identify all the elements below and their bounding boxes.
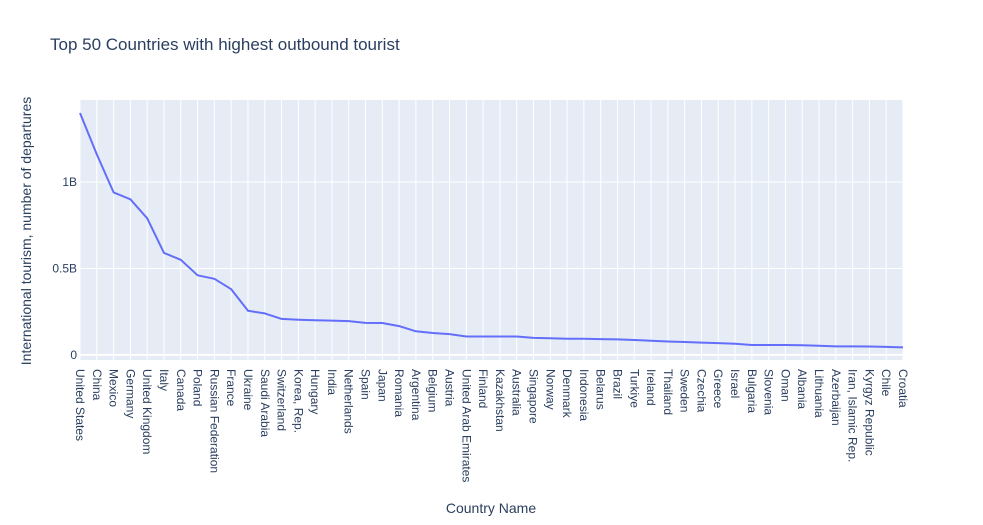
- x-tick-label: Oman: [778, 369, 792, 402]
- x-tick-label: Turkiye: [627, 369, 641, 408]
- x-tick-label: Slovenia: [762, 369, 776, 415]
- y-axis: 0 0.5B 1B: [52, 175, 77, 362]
- x-tick-label: Russian Federation: [207, 369, 221, 473]
- y-tick-label: 0: [70, 348, 77, 362]
- x-tick-label: Azerbaijan: [829, 369, 843, 426]
- x-tick-label: India: [325, 369, 339, 395]
- plot-area: [80, 100, 903, 360]
- chart-title: Top 50 Countries with highest outbound t…: [50, 35, 400, 54]
- x-tick-label: Australia: [510, 369, 524, 416]
- x-tick-label: Italy: [157, 369, 171, 391]
- x-tick-label: Sweden: [678, 369, 692, 412]
- x-tick-label: Bulgaria: [745, 369, 759, 413]
- x-tick-label: Indonesia: [577, 369, 591, 421]
- x-tick-label: Chile: [879, 369, 893, 397]
- x-tick-label: Israel: [728, 369, 742, 398]
- x-tick-label: Canada: [174, 369, 188, 411]
- series: [79, 112, 904, 349]
- y-tick-label: 0.5B: [52, 261, 77, 275]
- x-tick-label: Belgium: [426, 369, 440, 412]
- x-tick-label: Argentina: [409, 369, 423, 421]
- x-tick-label: Saudi Arabia: [258, 369, 272, 437]
- x-tick-label: Netherlands: [342, 369, 356, 434]
- x-tick-label: Germany: [123, 369, 137, 418]
- x-tick-label: Denmark: [560, 369, 574, 419]
- x-tick-label: Thailand: [661, 369, 675, 415]
- x-tick-label: Iran, Islamic Rep.: [846, 369, 860, 462]
- x-tick-label: Singapore: [526, 369, 540, 424]
- x-tick-label: Hungary: [308, 369, 322, 414]
- x-tick-label: France: [224, 369, 238, 407]
- x-tick-label: Croatia: [896, 369, 910, 408]
- x-tick-label: Japan: [375, 369, 389, 402]
- x-tick-label: Kazakhstan: [493, 369, 507, 432]
- x-tick-label: Belarus: [594, 369, 608, 410]
- x-tick-label: Albania: [795, 369, 809, 409]
- x-tick-label: Ukraine: [241, 369, 255, 411]
- x-tick-label: Spain: [359, 369, 373, 400]
- x-tick-label: Norway: [543, 369, 557, 410]
- grid: [79, 100, 904, 360]
- x-tick-label: Romania: [392, 369, 406, 417]
- x-tick-label: Greece: [711, 369, 725, 409]
- x-tick-label: United Kingdom: [140, 369, 154, 454]
- x-tick-label: Poland: [191, 369, 205, 406]
- series-line: [79, 112, 904, 349]
- x-tick-label: Czechia: [694, 369, 708, 413]
- x-tick-label: China: [90, 369, 104, 401]
- x-tick-label: Korea, Rep.: [291, 369, 305, 433]
- y-axis-title: International tourism, number of departu…: [18, 97, 34, 365]
- x-tick-label: Brazil: [610, 369, 624, 399]
- x-axis: United States China Mexico Germany United Ki…: [73, 369, 910, 482]
- x-axis-title: Country Name: [446, 500, 536, 516]
- x-tick-label: Mexico: [107, 369, 121, 407]
- x-tick-label: Kyrgyz Republic: [862, 369, 876, 456]
- x-tick-label: United Arab Emirates: [459, 369, 473, 482]
- x-tick-label: Austria: [443, 369, 457, 407]
- y-tick-label: 1B: [62, 175, 77, 189]
- x-tick-label: Ireland: [644, 369, 658, 406]
- x-tick-label: Lithuania: [812, 369, 826, 418]
- x-tick-label: United States: [73, 369, 87, 441]
- x-tick-label: Finland: [476, 369, 490, 408]
- x-tick-label: Switzerland: [275, 369, 289, 431]
